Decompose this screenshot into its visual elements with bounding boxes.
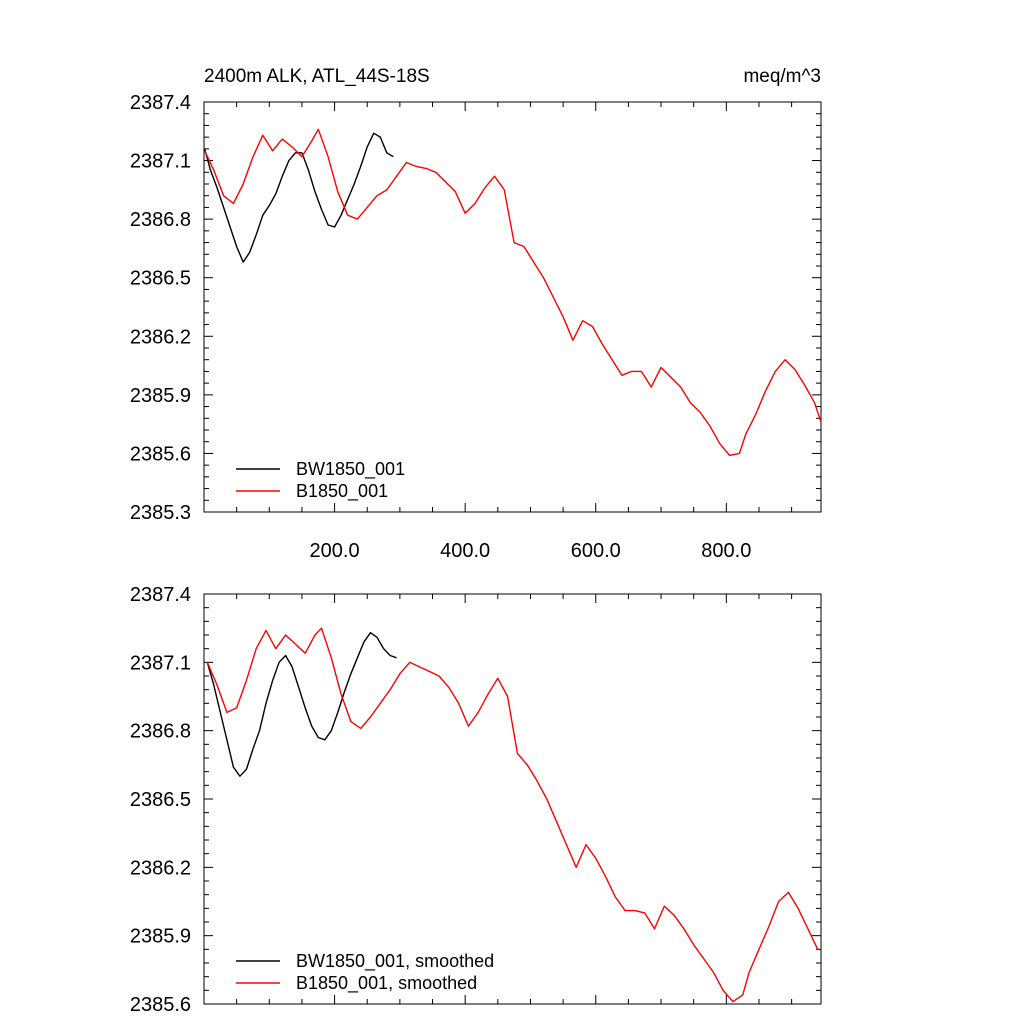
x-tick-label: 200.0 [310,540,360,562]
y-tick-label: 2387.4 [130,92,191,114]
bottom-panel: 2385.6 2385.9 2386.2 2386.5 2386.8 2387.1 2387… [130,584,822,1016]
series-line-1 [204,128,822,457]
bottom-series-lines [206,627,819,1003]
top-legend: BW1850_001 B1850_001 [236,459,405,502]
y-tick-label: 2386.8 [130,721,191,743]
y-tick-label: 2387.4 [130,584,191,606]
top-plot-frame [203,101,822,513]
y-tick-label: 2387.1 [130,151,191,173]
y-tick-label: 2385.6 [130,994,191,1016]
y-tick-label: 2385.6 [130,443,191,465]
y-tick-label: 2387.1 [130,652,191,674]
bottom-x-axis [236,594,793,1004]
y-tick-label: 2386.2 [130,326,191,348]
series-line-0 [206,632,397,777]
x-tick-label: 600.0 [571,540,621,562]
y-tick-label: 2386.5 [130,268,191,290]
y-tick-label: 2385.9 [130,385,191,407]
x-tick-label: 400.0 [440,540,490,562]
y-tick-label: 2386.5 [130,789,191,811]
y-tick-label: 2386.8 [130,209,191,231]
top-series-lines [204,128,822,457]
series-line-1 [206,627,819,1003]
top-title-left: 2400m ALK, ATL_44S-18S [204,66,430,87]
top-panel: 2400m ALK, ATL_44S-18S meq/m^3 2385.3238… [130,66,822,562]
top-x-axis: 200.0 400.0 600.0 800.0 [236,102,793,562]
bottom-legend: BW1850_001, smoothed B1850_001, smoothed [236,951,494,994]
top-title-units: meq/m^3 [743,66,821,87]
y-tick-label: 2385.9 [130,926,191,948]
series-line-0 [204,132,394,263]
legend-label-bw1850-smoothed: BW1850_001, smoothed [296,951,494,972]
x-tick-label: 800.0 [701,540,751,562]
legend-label-b1850: B1850_001 [296,481,388,502]
top-y-axis: 2385.3 2385.6 2385.9 2386.2 2386.5 2386.8 2387… [130,92,821,524]
bottom-y-axis: 2385.6 2385.9 2386.2 2386.5 2386.8 2387.1 2387… [130,584,821,1016]
legend-label-bw1850: BW1850_001 [296,459,405,480]
legend-label-b1850-smoothed: B1850_001, smoothed [296,973,477,994]
y-tick-label: 2386.2 [130,857,191,879]
bottom-plot-frame [203,593,822,1005]
y-tick-label: 2385.3 [130,502,191,524]
